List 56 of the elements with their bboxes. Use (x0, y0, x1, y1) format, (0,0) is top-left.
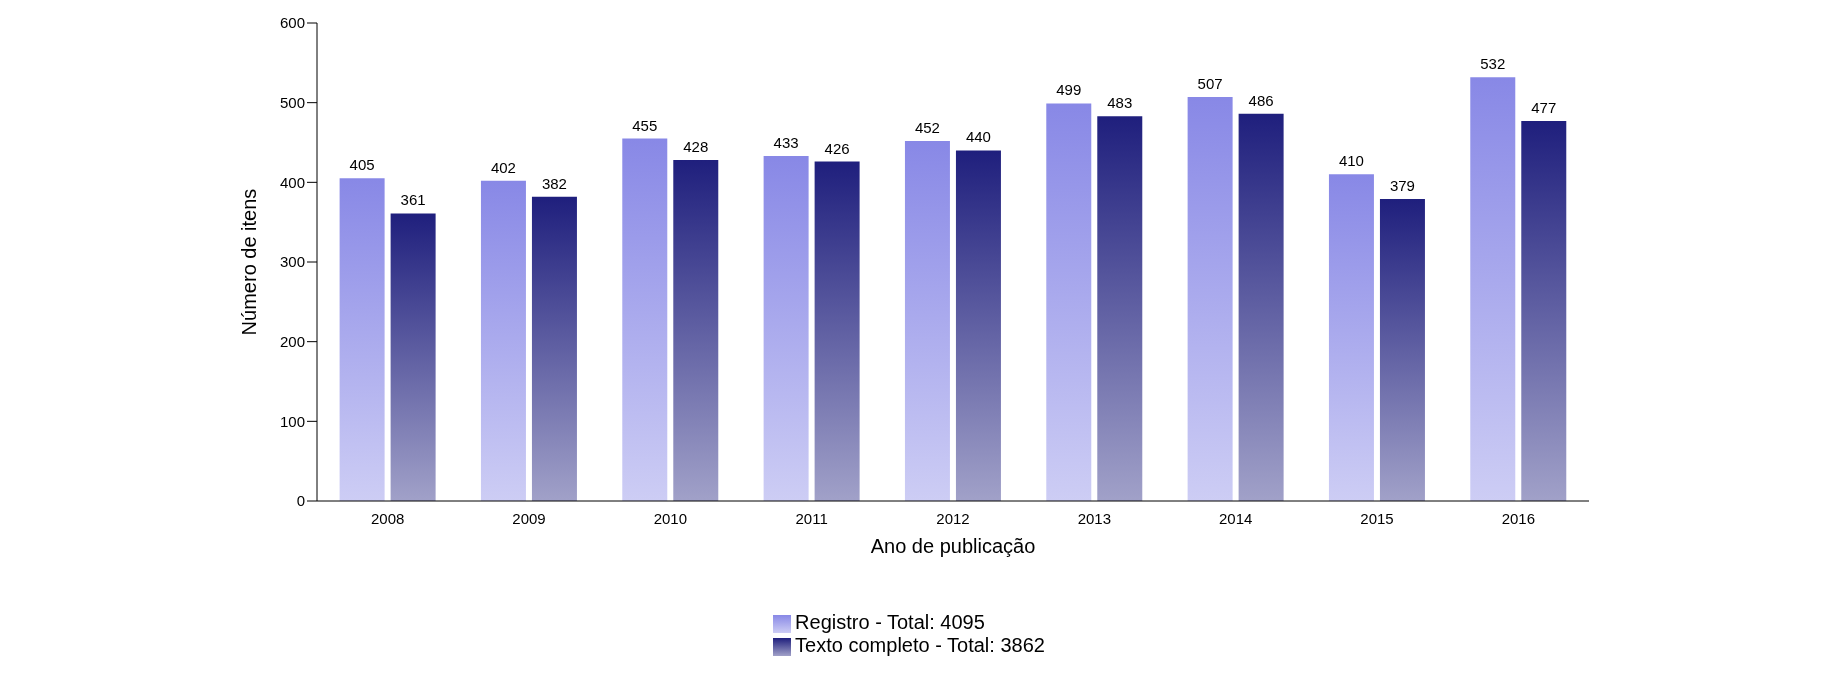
x-tick-label: 2010 (653, 509, 688, 527)
y-tick-label: 200 (279, 332, 305, 350)
y-tick-label: 300 (279, 253, 305, 271)
data-label: 428 (683, 138, 709, 156)
y-tick-label: 0 (296, 492, 305, 510)
bar (673, 160, 719, 501)
bar (339, 178, 385, 501)
bar (763, 156, 809, 501)
y-tick-label: 600 (279, 14, 305, 32)
bar (390, 213, 436, 501)
data-label: 379 (1389, 177, 1415, 195)
data-label: 486 (1248, 91, 1274, 109)
data-label: 402 (490, 158, 516, 176)
data-label: 382 (541, 174, 567, 192)
data-label: 532 (1480, 55, 1506, 73)
bar (904, 140, 950, 501)
y-axis-title: Número de itens (238, 188, 261, 336)
y-tick-label: 500 (279, 93, 305, 111)
bar (814, 161, 860, 501)
data-label: 483 (1107, 94, 1133, 112)
bar (531, 196, 577, 501)
data-label: 361 (400, 191, 426, 209)
y-tick-label: 100 (279, 412, 305, 430)
data-label: 499 (1056, 81, 1082, 99)
data-label: 507 (1197, 75, 1223, 93)
x-axis-title: Ano de publicação (870, 535, 1036, 557)
x-tick-label: 2016 (1501, 509, 1536, 527)
legend-label: Texto completo - Total: 3862 (795, 634, 1045, 656)
bar (1097, 116, 1143, 501)
x-tick-label: 2015 (1360, 509, 1394, 527)
x-tick-label: 2014 (1218, 509, 1253, 527)
bar (1470, 77, 1516, 501)
x-tick-label: 2013 (1077, 509, 1112, 527)
data-label: 455 (632, 116, 658, 134)
bar (1238, 113, 1284, 501)
x-tick-label: 2008 (370, 509, 405, 527)
data-label: 440 (965, 128, 991, 146)
bar (1187, 97, 1233, 501)
bar (1379, 199, 1425, 501)
bar (1521, 120, 1567, 501)
data-label: 477 (1531, 98, 1557, 116)
x-tick-label: 2009 (512, 509, 546, 527)
data-label: 405 (349, 156, 375, 174)
y-tick-label: 400 (279, 173, 305, 191)
bar (1328, 174, 1374, 501)
x-tick-label: 2012 (936, 509, 970, 527)
data-label: 410 (1338, 152, 1364, 170)
bar (1046, 103, 1092, 501)
data-label: 433 (773, 134, 799, 152)
bar (955, 150, 1001, 501)
bar (480, 180, 526, 501)
x-tick-label: 2011 (795, 509, 828, 527)
legend-label: Registro - Total: 4095 (795, 611, 985, 633)
data-label: 452 (914, 118, 940, 136)
bar (622, 138, 668, 501)
data-label: 426 (824, 139, 850, 157)
